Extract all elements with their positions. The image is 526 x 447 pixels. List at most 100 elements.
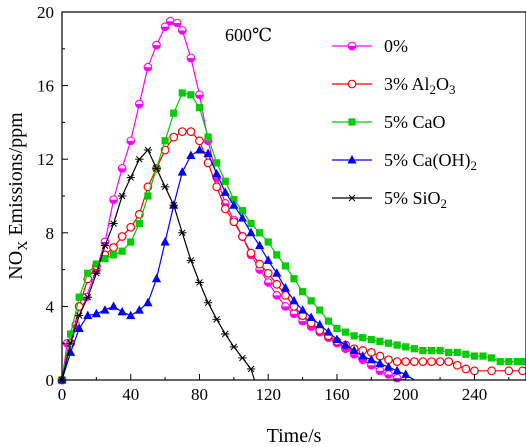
marker-outline	[246, 248, 256, 258]
marker-stroke	[101, 242, 109, 250]
marker-fill	[170, 109, 178, 117]
marker-fill	[367, 335, 375, 344]
marker-stroke	[161, 183, 169, 191]
marker-fill	[144, 67, 152, 71]
marker-stroke	[196, 279, 203, 286]
data-point	[74, 323, 84, 332]
legend-label-subscript: 3	[449, 82, 456, 97]
legend-label-text: 3% Al	[384, 74, 430, 94]
data-point	[195, 136, 204, 146]
marker-fill	[109, 199, 118, 204]
legend-label-subscript: 2	[470, 158, 477, 173]
legend-label-text: 5% CaO	[384, 112, 446, 132]
data-point	[496, 358, 504, 366]
data-point	[186, 127, 196, 137]
data-point	[143, 146, 153, 154]
x-tick-label: 240	[462, 385, 488, 404]
data-point	[152, 165, 161, 172]
data-point	[332, 334, 342, 344]
marker-fill	[84, 269, 92, 277]
data-point	[445, 348, 453, 356]
data-point	[230, 196, 238, 204]
data-point	[127, 238, 135, 246]
data-point	[392, 357, 402, 367]
data-point	[126, 136, 136, 146]
marker-fill	[246, 227, 256, 237]
data-point	[487, 366, 497, 376]
marker-stroke	[118, 192, 126, 200]
marker-fill	[161, 26, 169, 31]
marker-fill	[194, 145, 205, 154]
marker-fill	[195, 94, 204, 99]
marker-outline	[504, 366, 514, 376]
data-point	[238, 354, 247, 362]
marker-fill	[359, 334, 367, 342]
marker-fill	[427, 346, 436, 355]
plot-frame	[61, 11, 526, 381]
data-point	[117, 192, 127, 200]
marker-stroke	[187, 257, 195, 264]
y-tick-label: 16	[37, 77, 54, 96]
marker-fill	[280, 283, 291, 292]
legend-item: 3% Al2O3	[332, 74, 456, 97]
data-point	[170, 109, 178, 117]
marker-outline	[186, 127, 196, 137]
marker-fill	[323, 327, 333, 336]
marker-fill	[350, 354, 358, 359]
data-point	[172, 18, 182, 28]
marker-stroke	[213, 315, 220, 323]
marker-stroke	[67, 339, 74, 347]
marker-fill	[109, 251, 118, 259]
y-tick-label: 4	[46, 297, 55, 316]
data-point	[177, 167, 187, 176]
marker-fill	[513, 358, 522, 366]
marker-fill	[332, 334, 342, 344]
y-axis: 0 4 8 12 16 20	[37, 3, 68, 390]
data-point	[470, 366, 479, 376]
data-point	[108, 301, 119, 310]
marker-outline	[238, 232, 247, 241]
data-point	[255, 259, 265, 269]
data-point	[161, 137, 169, 145]
data-point	[91, 308, 101, 318]
data-point	[376, 337, 384, 345]
marker-stroke	[170, 201, 178, 209]
marker-fill	[91, 308, 101, 318]
marker-fill	[384, 339, 393, 347]
marker-fill	[273, 295, 281, 300]
data-point	[392, 373, 402, 383]
marker-fill	[348, 118, 356, 126]
marker-fill	[290, 313, 298, 318]
data-point	[195, 104, 204, 112]
data-point	[264, 238, 272, 246]
legend-label-text: 0%	[384, 36, 408, 56]
data-point	[134, 99, 144, 109]
data-point	[221, 177, 229, 185]
data-point	[83, 293, 92, 301]
marker-fill	[160, 237, 170, 246]
data-point	[504, 366, 514, 376]
data-point	[152, 40, 161, 50]
marker-outline	[435, 357, 445, 367]
marker-outline	[487, 366, 497, 376]
marker-outline	[347, 79, 357, 89]
data-point	[109, 195, 118, 205]
marker-fill	[237, 213, 248, 222]
marker-fill	[383, 362, 394, 371]
marker-fill	[74, 323, 84, 332]
marker-fill	[100, 305, 110, 314]
marker-fill	[264, 282, 273, 287]
data-point	[383, 362, 394, 371]
data-point	[263, 268, 273, 278]
marker-fill	[255, 269, 264, 274]
data-point	[290, 275, 298, 283]
marker-fill	[152, 45, 161, 49]
marker-fill	[347, 155, 357, 164]
data-point	[178, 89, 186, 97]
marker-fill	[289, 295, 299, 305]
data-point	[144, 192, 152, 200]
data-point	[204, 133, 212, 141]
marker-stroke	[144, 146, 152, 154]
marker-fill	[126, 310, 136, 320]
marker-fill	[316, 306, 324, 314]
